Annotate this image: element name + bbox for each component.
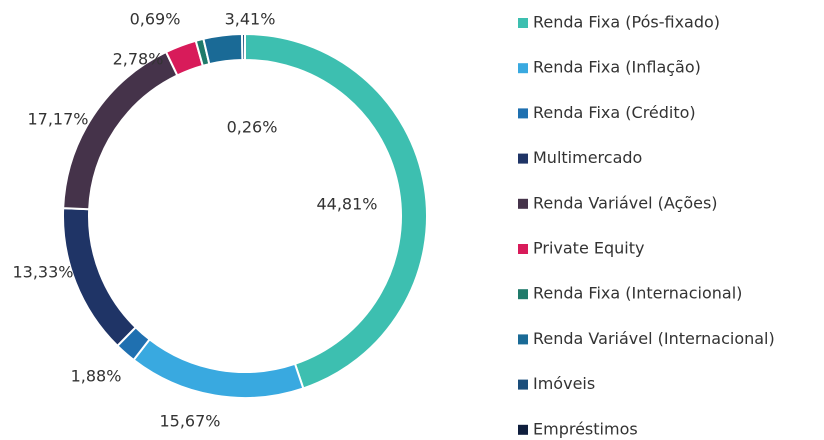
legend-label: Renda Fixa (Crédito)	[533, 103, 696, 122]
slice-label: 3,41%	[225, 10, 276, 29]
slice-label: 13,33%	[12, 263, 73, 282]
legend-swatch	[518, 153, 528, 164]
slice-label: 15,67%	[159, 412, 220, 431]
legend-swatch	[518, 108, 528, 119]
donut-slice	[202, 33, 244, 66]
legend-swatch	[518, 289, 528, 300]
legend-label: Multimercado	[533, 148, 642, 167]
legend-swatch	[518, 18, 528, 28]
donut-slice	[62, 50, 179, 211]
slice-label: 17,17%	[27, 110, 88, 129]
legend-label: Empréstimos	[533, 419, 638, 438]
legend-swatch	[518, 244, 528, 254]
legend-label: Renda Fixa (Pós-fixado)	[533, 13, 720, 32]
legend-swatch	[518, 198, 528, 209]
legend-label: Renda Fixa (Inflação)	[533, 58, 701, 77]
donut-slice	[241, 32, 246, 62]
donut-slice	[62, 207, 138, 348]
legend-swatch	[518, 63, 528, 74]
legend-swatch	[518, 379, 528, 390]
legend-label: Renda Fixa (Internacional)	[533, 284, 742, 303]
legend-label: Renda Variável (Ações)	[533, 193, 718, 212]
legend-swatch	[518, 424, 528, 435]
legend-label: Imóveis	[533, 374, 595, 393]
slice-label: 1,88%	[71, 367, 122, 386]
legend-label: Renda Variável (Internacional)	[533, 329, 775, 348]
slice-label: 44,81%	[316, 195, 377, 214]
slice-label: 0,69%	[130, 10, 181, 29]
slice-label: 0,26%	[227, 118, 278, 137]
legend-swatch	[518, 334, 528, 345]
donut-slice	[132, 337, 305, 399]
legend-label: Private Equity	[533, 239, 644, 258]
slice-label: 2,78%	[113, 50, 164, 69]
